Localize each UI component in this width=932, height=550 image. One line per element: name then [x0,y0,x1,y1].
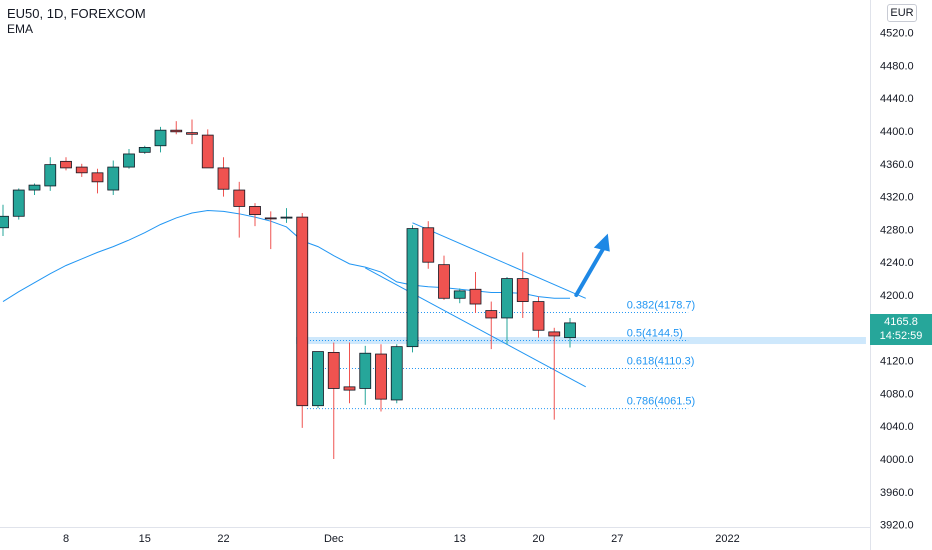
current-price-value: 4165.8 [884,316,918,328]
candle-body [453,290,466,299]
candle-body [296,216,309,407]
currency-button[interactable]: EUR [887,4,917,22]
price-scale[interactable]: 4520.0 4480.0 4440.0 4400.0 4360.0 4320.0 4280… [880,28,914,532]
price-tick-label: 4360.0 [880,159,914,171]
candle-body [469,288,482,305]
price-tick-label: 4040.0 [880,421,914,433]
price-tick-label: 3920.0 [880,520,914,532]
price-tick-label: 4400.0 [880,126,914,138]
candle-body [123,153,135,168]
ema-polyline [2,210,570,302]
channel-lower-line [365,267,586,388]
fib-level-label: 0.382(4178.7) [627,299,696,311]
candle-body [217,167,230,190]
candle-body [390,346,403,401]
candle-body [359,352,372,389]
candle-body [28,184,41,191]
time-tick-label: Dec [324,533,344,545]
candle-body [485,310,498,319]
candle-body [280,216,293,219]
candles [0,119,576,459]
price-tick-label: 4520.0 [880,28,914,40]
time-tick-label: 8 [63,533,69,545]
ema-line [2,210,570,302]
price-tick-label: 4320.0 [880,192,914,204]
indicator-label-ema[interactable]: EMA [7,22,34,36]
time-scale[interactable]: 8 15 22 Dec 13 20 27 2022 [63,533,740,545]
time-tick-label: 13 [454,533,466,545]
candle-body [375,353,387,400]
candle-body [233,189,246,207]
price-tick-label: 4080.0 [880,388,914,400]
candle-body [12,189,25,217]
time-tick-label: 22 [217,533,229,545]
fib-level-label: 0.5(4144.5) [627,328,683,340]
candle-body [60,160,72,169]
symbol-title[interactable]: EU50, 1D, FOREXCOM [7,6,146,21]
candle-body [564,322,576,339]
candle-body [107,166,120,191]
candle-body [264,217,277,220]
candle-body [532,301,545,331]
candle-body [186,132,198,135]
time-tick-label: 2022 [715,533,739,545]
price-scale-border [870,0,871,550]
candle-body [501,278,513,319]
price-tick-label: 4000.0 [880,454,914,466]
time-tick-label: 20 [532,533,544,545]
candle-body [312,351,324,407]
candle-body [170,129,183,133]
candle-body [44,164,57,187]
price-tick-label: 4120.0 [880,356,914,368]
candle-body [0,215,9,229]
candle-body [548,331,561,337]
price-tick-label: 4440.0 [880,93,914,105]
descending-channel[interactable] [365,222,586,388]
time-scale-border [0,527,870,528]
price-tick-label: 4280.0 [880,224,914,236]
candle-body [327,351,340,389]
time-tick-label: 15 [139,533,151,545]
candle-body [75,166,88,174]
current-price-tag: 4165.8 14:52:59 [870,314,932,345]
time-tick-label: 27 [611,533,623,545]
candle-body [91,172,104,183]
candle-body [154,129,167,147]
price-tick-label: 4200.0 [880,290,914,302]
candle-body [343,386,356,391]
bar-countdown: 14:52:59 [879,330,923,342]
candle-body [201,134,214,169]
candle-body [438,264,450,299]
channel-upper-line [412,222,586,299]
price-tick-label: 4480.0 [880,60,914,72]
fib-level-label: 0.618(4110.3) [627,356,695,368]
price-tick-label: 3960.0 [880,487,914,499]
candle-body [516,278,529,302]
candle-body [138,146,151,153]
arrow-head [593,233,610,252]
arrow-shaft [574,245,606,297]
candle-body [249,206,261,216]
price-tick-label: 4240.0 [880,257,914,269]
candle-body [422,227,435,263]
up-arrow-icon[interactable] [574,233,610,297]
fib-level-label: 0.786(4061.5) [627,396,696,408]
candle-body [406,228,419,348]
